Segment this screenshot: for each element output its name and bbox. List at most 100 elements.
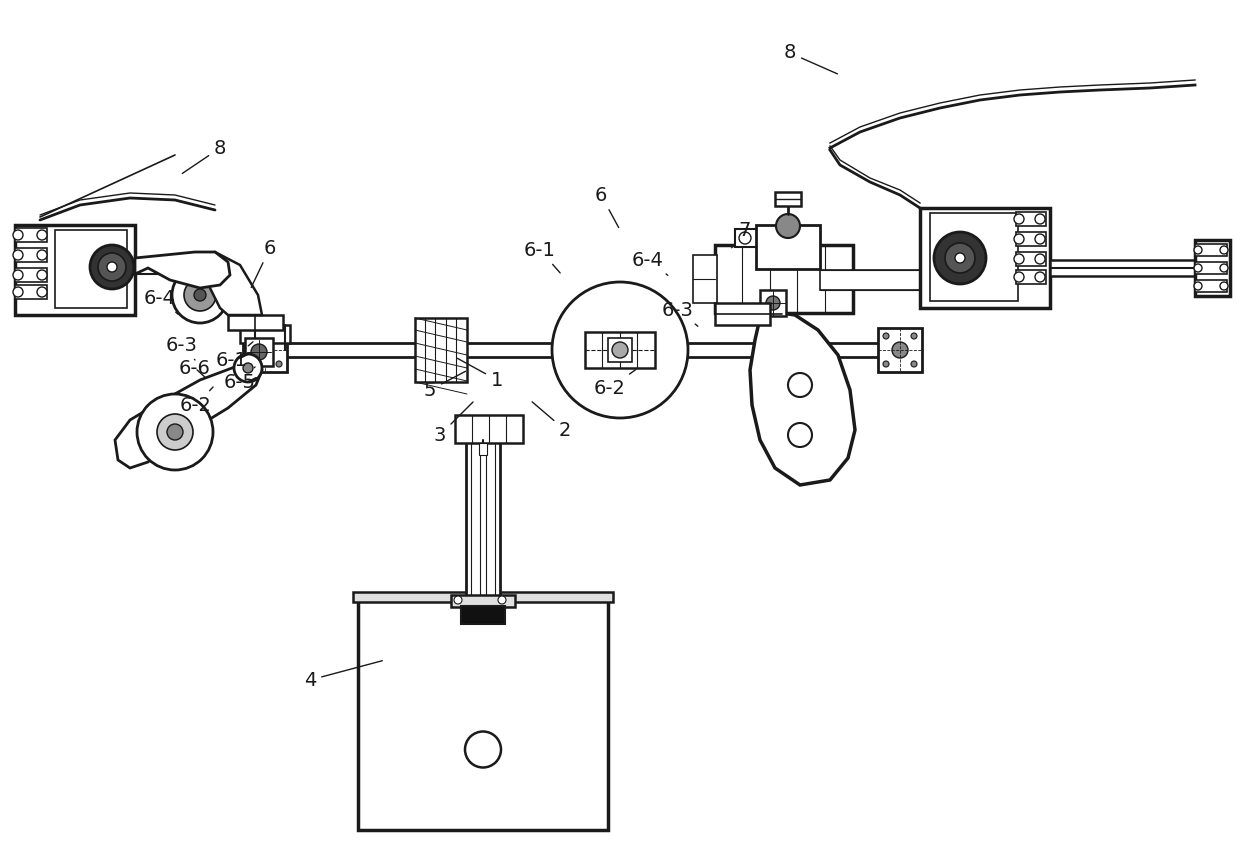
Circle shape bbox=[766, 296, 780, 310]
Circle shape bbox=[98, 253, 126, 281]
Bar bbox=[246, 338, 273, 366]
Circle shape bbox=[1035, 214, 1045, 224]
Bar bbox=[461, 606, 505, 624]
Bar bbox=[1016, 252, 1047, 266]
Text: 3: 3 bbox=[434, 402, 472, 444]
Bar bbox=[1195, 244, 1228, 256]
Circle shape bbox=[277, 333, 281, 339]
Bar bbox=[15, 268, 47, 282]
Circle shape bbox=[167, 424, 184, 440]
Circle shape bbox=[892, 342, 908, 358]
Text: 6-1: 6-1 bbox=[525, 241, 560, 273]
Bar bbox=[15, 285, 47, 299]
Bar bbox=[760, 290, 786, 316]
Text: 6: 6 bbox=[252, 238, 277, 287]
Bar bbox=[243, 328, 286, 372]
Circle shape bbox=[955, 253, 965, 263]
Bar bbox=[255, 343, 905, 357]
Text: 6-2: 6-2 bbox=[180, 387, 213, 414]
Circle shape bbox=[739, 232, 751, 244]
Circle shape bbox=[787, 373, 812, 397]
Circle shape bbox=[248, 361, 254, 367]
Circle shape bbox=[277, 361, 281, 367]
Circle shape bbox=[934, 232, 986, 284]
Bar bbox=[241, 325, 290, 343]
Circle shape bbox=[1014, 214, 1024, 224]
Bar bbox=[55, 230, 126, 308]
Circle shape bbox=[1035, 254, 1045, 264]
Bar bbox=[353, 592, 613, 602]
Circle shape bbox=[107, 262, 117, 272]
Bar bbox=[920, 208, 1050, 308]
Circle shape bbox=[12, 287, 24, 297]
Circle shape bbox=[883, 361, 889, 367]
Circle shape bbox=[91, 245, 134, 289]
Text: 6-4: 6-4 bbox=[632, 250, 668, 275]
Circle shape bbox=[1014, 272, 1024, 282]
Circle shape bbox=[248, 333, 254, 339]
Bar bbox=[878, 328, 923, 372]
Bar bbox=[1195, 240, 1230, 296]
Bar bbox=[358, 600, 608, 830]
Circle shape bbox=[250, 344, 267, 360]
Circle shape bbox=[1220, 246, 1228, 254]
Bar bbox=[585, 332, 655, 368]
Bar bbox=[15, 225, 135, 315]
Circle shape bbox=[234, 354, 262, 382]
Bar bbox=[715, 245, 853, 313]
Circle shape bbox=[184, 279, 216, 311]
Bar bbox=[471, 442, 495, 597]
Circle shape bbox=[12, 270, 24, 280]
Text: 6-3: 6-3 bbox=[662, 300, 698, 326]
Bar bbox=[820, 270, 920, 290]
Bar bbox=[15, 248, 47, 262]
Polygon shape bbox=[135, 252, 229, 288]
Circle shape bbox=[764, 232, 776, 244]
Bar bbox=[1016, 212, 1047, 226]
Text: 6-3: 6-3 bbox=[166, 336, 198, 360]
Circle shape bbox=[12, 250, 24, 260]
Bar bbox=[1050, 260, 1195, 276]
Text: 6-5: 6-5 bbox=[224, 367, 255, 392]
Circle shape bbox=[945, 243, 975, 273]
Bar bbox=[756, 225, 820, 269]
Circle shape bbox=[157, 414, 193, 450]
Text: 5: 5 bbox=[424, 371, 465, 400]
Circle shape bbox=[1194, 264, 1202, 272]
Text: 8: 8 bbox=[182, 138, 226, 173]
Polygon shape bbox=[750, 312, 856, 485]
Bar bbox=[1195, 280, 1228, 292]
Text: 6: 6 bbox=[595, 186, 619, 228]
Circle shape bbox=[257, 342, 273, 358]
Text: 1: 1 bbox=[458, 358, 503, 389]
Bar bbox=[715, 303, 770, 325]
Text: 2: 2 bbox=[532, 402, 572, 439]
Circle shape bbox=[12, 230, 24, 240]
Circle shape bbox=[911, 361, 918, 367]
Circle shape bbox=[1014, 234, 1024, 244]
Text: 8: 8 bbox=[784, 43, 837, 74]
Circle shape bbox=[172, 267, 228, 323]
Circle shape bbox=[37, 287, 47, 297]
Circle shape bbox=[454, 596, 463, 604]
Circle shape bbox=[883, 333, 889, 339]
Text: 6-2: 6-2 bbox=[594, 369, 636, 398]
Bar bbox=[466, 440, 500, 600]
Circle shape bbox=[37, 230, 47, 240]
Circle shape bbox=[37, 270, 47, 280]
Bar bbox=[735, 229, 795, 247]
Bar bbox=[451, 595, 515, 607]
Circle shape bbox=[911, 333, 918, 339]
Circle shape bbox=[776, 214, 800, 238]
Circle shape bbox=[37, 250, 47, 260]
Bar bbox=[479, 443, 487, 455]
Circle shape bbox=[465, 732, 501, 767]
Bar bbox=[135, 258, 203, 274]
Text: 6-6: 6-6 bbox=[179, 358, 211, 378]
Bar bbox=[1195, 262, 1228, 274]
Circle shape bbox=[613, 342, 627, 358]
Text: 6-1: 6-1 bbox=[216, 342, 253, 369]
Bar bbox=[455, 415, 523, 443]
Bar bbox=[15, 228, 47, 242]
Bar bbox=[1016, 270, 1047, 284]
